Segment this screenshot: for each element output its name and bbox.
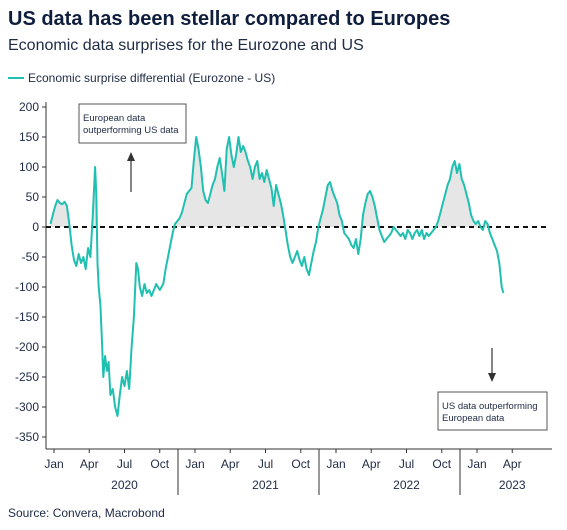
- x-tick-label: Jul: [399, 457, 414, 471]
- y-tick-label: 200: [19, 100, 39, 114]
- annotation-box-top: [78, 103, 187, 144]
- chart-title: US data has been stellar compared to Eur…: [8, 8, 451, 30]
- series-line: [49, 136, 505, 417]
- y-tick-label: 50: [26, 190, 40, 204]
- x-tick-label: Jan: [467, 457, 486, 471]
- annotation-text-top: European data: [83, 113, 146, 124]
- annotation-box-bottom: [437, 391, 548, 431]
- x-tick-label: Jul: [258, 457, 273, 471]
- y-tick-label: -150: [15, 310, 39, 324]
- y-tick-label: -250: [15, 370, 39, 384]
- annotation-text-top: outperforming US data: [83, 125, 179, 136]
- x-tick-label: Apr: [503, 457, 522, 471]
- x-tick-label: Apr: [221, 457, 240, 471]
- year-label: 2023: [499, 478, 526, 492]
- x-tick-label: Oct: [432, 457, 451, 471]
- x-tick-label: Jan: [44, 457, 63, 471]
- axes-layer: 200 150 100 50 0 -50 -100 -150 -200 -250 -300 -350 J…: [15, 100, 552, 495]
- annotation-text-bottom: European data: [442, 413, 505, 424]
- year-label: 2022: [393, 478, 420, 492]
- y-tick-label: 150: [19, 130, 39, 144]
- y-tick-label: -200: [15, 340, 39, 354]
- chart-subtitle: Economic data surprises for the Eurozone…: [8, 37, 364, 54]
- legend-label: Economic surprise differential (Eurozone…: [28, 71, 276, 85]
- arrow-down-icon: [488, 373, 496, 382]
- y-tick-label: 0: [32, 220, 39, 234]
- x-tick-label: Apr: [362, 457, 381, 471]
- fill-layer: [46, 137, 548, 228]
- legend-swatch: [8, 77, 24, 79]
- y-tick-label: -350: [15, 430, 39, 444]
- series-layer: [49, 136, 505, 417]
- x-tick-label: Apr: [80, 457, 99, 471]
- x-tick-label: Oct: [150, 457, 169, 471]
- y-tick-label: -100: [15, 280, 39, 294]
- arrow-up-icon: [127, 152, 135, 161]
- y-tick-label: -50: [22, 250, 40, 264]
- annotation-text-bottom: US data outperforming: [442, 401, 538, 412]
- x-tick-label: Jan: [185, 457, 204, 471]
- legend: Economic surprise differential (Eurozone…: [8, 71, 275, 85]
- positive-area-fill: [50, 137, 504, 227]
- year-label: 2020: [111, 478, 138, 492]
- y-tick-label: -300: [15, 400, 39, 414]
- x-tick-label: Jan: [326, 457, 345, 471]
- y-tick-label: 100: [19, 160, 39, 174]
- year-label: 2021: [252, 478, 279, 492]
- source-note: Source: Convera, Macrobond: [8, 506, 165, 520]
- x-tick-label: Jul: [117, 457, 132, 471]
- x-tick-label: Oct: [291, 457, 310, 471]
